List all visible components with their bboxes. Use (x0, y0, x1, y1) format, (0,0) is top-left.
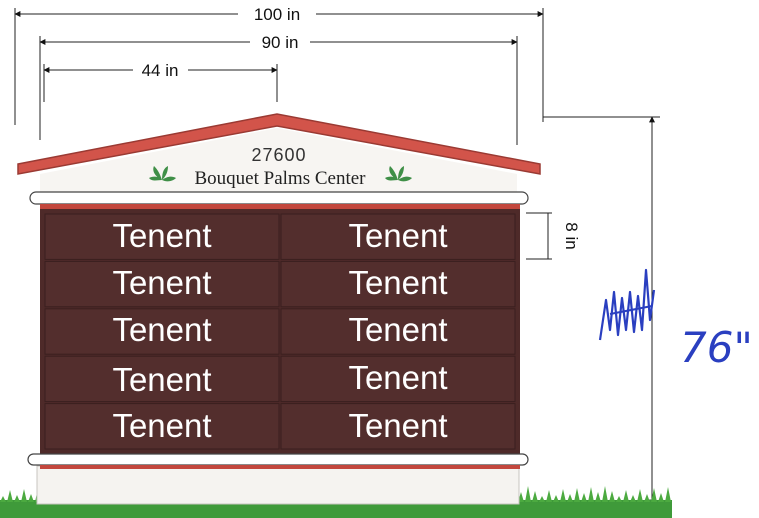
tenant-label: Tenent (348, 407, 447, 444)
tenant-labels: Tenent Tenent Tenent Tenent Tenent Tenen… (112, 217, 447, 444)
tenant-label: Tenent (348, 264, 447, 301)
leaf-icon-left (149, 166, 176, 182)
tenant-label: Tenent (112, 407, 211, 444)
tenant-cabinet (40, 209, 520, 454)
tenant-panel (44, 403, 280, 450)
tenant-panel-grid (44, 213, 516, 450)
tenant-panel (280, 355, 516, 403)
dimension-panel-height: 8 in (547, 213, 581, 259)
center-name: Bouquet Palms Center (195, 168, 367, 189)
tenant-label: Tenent (348, 217, 447, 254)
handwritten-height: 76" (680, 323, 753, 372)
top-rail (29, 191, 529, 209)
sign-base (36, 465, 520, 505)
bottom-rail (27, 453, 529, 469)
tenant-label: Tenent (348, 359, 447, 396)
tenant-panel (44, 260, 280, 308)
panel-width-label: 44 in (142, 61, 179, 80)
dimension-panel-width: 44 in (43, 61, 278, 80)
tenant-label: Tenent (112, 217, 211, 254)
tenant-label: Tenent (348, 311, 447, 348)
tenant-panel (280, 403, 516, 450)
tenant-panel (280, 260, 516, 308)
tenant-label: Tenent (112, 361, 211, 398)
tenant-label: Tenent (112, 311, 211, 348)
tenant-panel (280, 308, 516, 355)
tenant-panel (44, 355, 280, 403)
panel-height-label: 8 in (562, 222, 581, 249)
tenant-panel (280, 213, 516, 260)
address-number: 27600 (251, 145, 306, 165)
tenant-panel (44, 308, 280, 355)
tenant-label: Tenent (112, 264, 211, 301)
dimension-cabinet-width: 90 in (39, 33, 518, 52)
cabinet-width-label: 90 in (262, 33, 299, 52)
overall-width-label: 100 in (254, 5, 300, 24)
handwritten-annotation: 76" (598, 268, 753, 372)
tenant-panel (44, 213, 280, 260)
dimension-overall-width: 100 in (14, 5, 544, 24)
leaf-icon-right (385, 166, 412, 182)
